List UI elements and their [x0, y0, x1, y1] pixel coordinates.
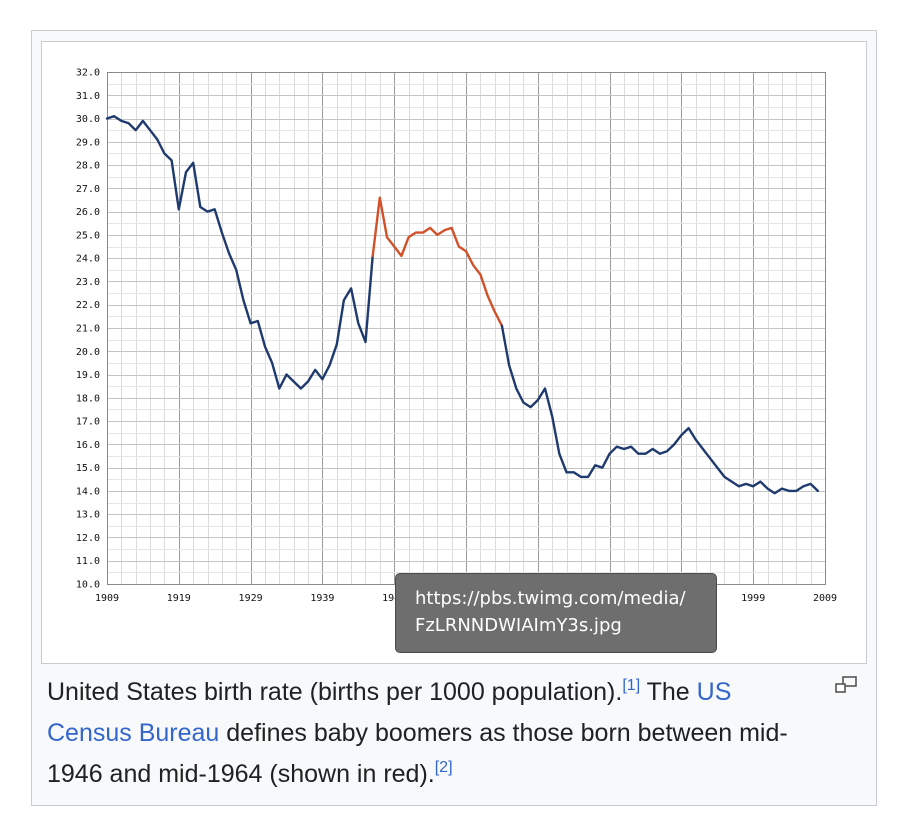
y-tick-label: 30.0: [76, 114, 100, 125]
y-tick-label: 14.0: [76, 486, 100, 497]
figure-caption: United States birth rate (births per 100…: [47, 672, 807, 795]
caption-text-1: United States birth rate (births per 100…: [47, 678, 623, 706]
y-tick-label: 10.0: [76, 580, 100, 591]
y-tick-label: 32.0: [76, 68, 100, 79]
y-tick-label: 26.0: [76, 207, 100, 218]
chart-series: [105, 115, 819, 495]
series-line-1: [105, 115, 374, 390]
y-tick-label: 24.0: [76, 254, 100, 265]
series-line-3: [500, 324, 819, 495]
y-tick-label: 18.0: [76, 393, 100, 404]
x-tick-label: 1939: [310, 593, 334, 604]
caption-text-3: defines baby boomers as those born betwe…: [47, 719, 788, 788]
x-tick-label: 1919: [167, 593, 191, 604]
y-tick-label: 15.0: [76, 463, 100, 474]
y-tick-label: 31.0: [76, 91, 100, 102]
x-tick-label: 1929: [239, 593, 263, 604]
reference-2[interactable]: [2]: [434, 758, 453, 776]
chart-image[interactable]: [41, 41, 867, 664]
y-tick-label: 25.0: [76, 230, 100, 241]
y-tick-label: 20.0: [76, 347, 100, 358]
tooltip-line-1: https://pbs.twimg.com/media/: [415, 588, 686, 609]
y-tick-label: 28.0: [76, 161, 100, 172]
y-tick-label: 12.0: [76, 533, 100, 544]
tooltip-line-2: FzLRNNDWIAImY3s.jpg: [415, 615, 622, 636]
y-tick-label: 19.0: [76, 370, 100, 381]
reference-1[interactable]: [1]: [622, 676, 641, 694]
x-tick-label: 1999: [741, 593, 765, 604]
y-tick-label: 17.0: [76, 417, 100, 428]
chart-axes: 10.0 11.0 12.0 13.0 14.0 15.0 16.0 17.0 18.0 19.0…: [76, 68, 837, 605]
y-tick-label: 29.0: [76, 137, 100, 148]
y-tick-label: 21.0: [76, 324, 100, 335]
y-tick-label: 16.0: [76, 440, 100, 451]
y-tick-label: 13.0: [76, 510, 100, 521]
y-tick-label: 11.0: [76, 556, 100, 567]
x-tick-label: 1949: [382, 593, 406, 604]
chart-grid: [107, 72, 826, 585]
caption-text-2: The: [640, 678, 697, 706]
y-tick-label: 22.0: [76, 300, 100, 311]
x-tick-label: 2009: [813, 593, 837, 604]
y-tick-label: 27.0: [76, 184, 100, 195]
census-bureau-link[interactable]: US Census Bureau: [47, 678, 732, 747]
magnify-icon[interactable]: [834, 676, 858, 694]
y-tick-label: 23.0: [76, 277, 100, 288]
series-line-2: [371, 196, 504, 327]
x-tick-label: 1909: [95, 593, 119, 604]
url-tooltip: https://pbs.twimg.com/media/ FzLRNNDWIAI…: [395, 573, 717, 653]
